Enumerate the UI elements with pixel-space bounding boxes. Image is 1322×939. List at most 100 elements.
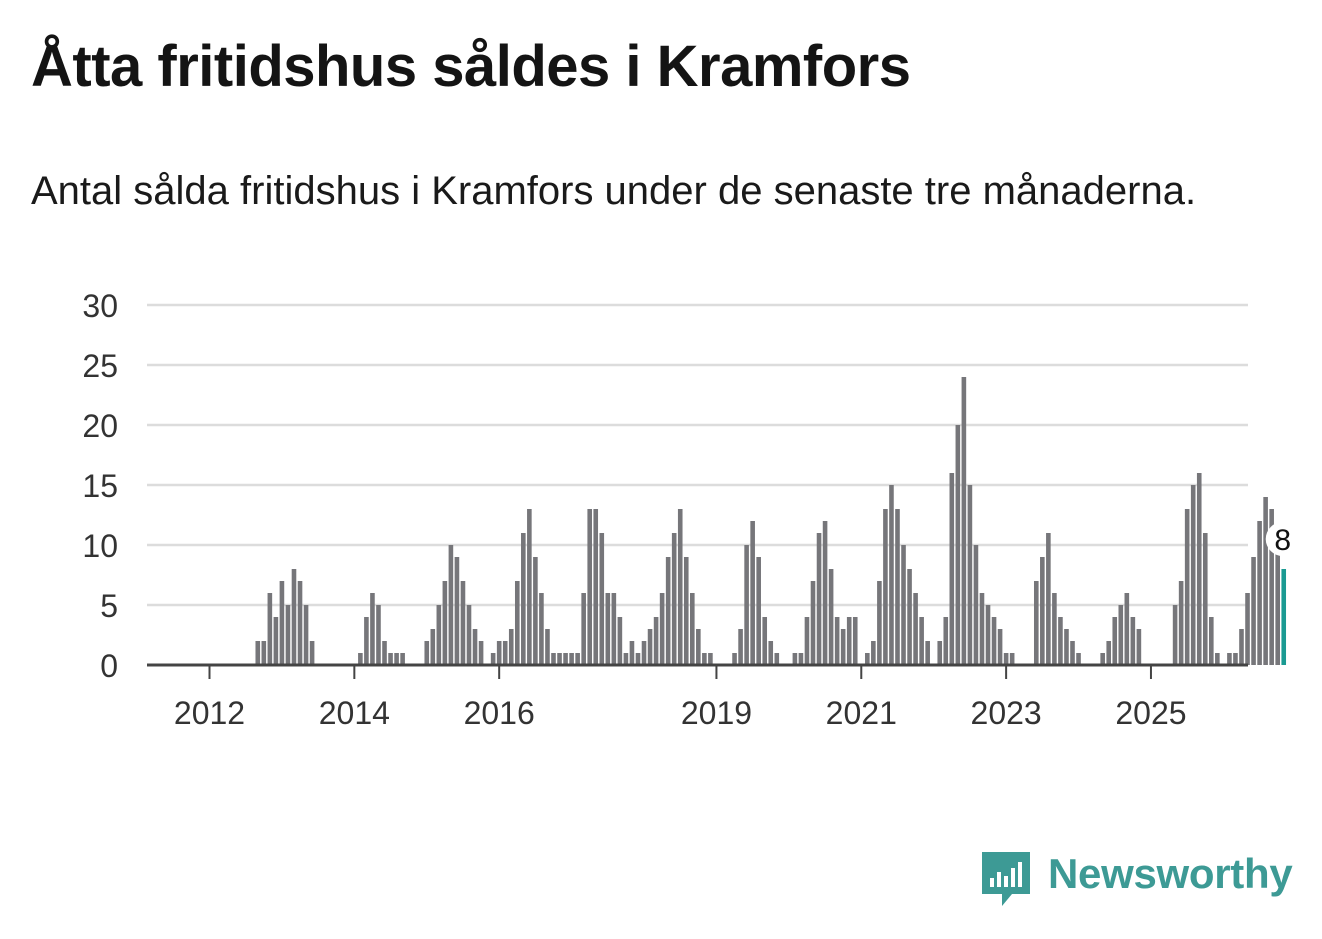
bar [569,653,574,665]
bar [629,641,635,665]
bar [696,629,701,665]
bar [1178,581,1184,665]
bar [744,545,749,665]
bar [388,653,393,665]
bar [261,641,267,665]
bar [756,557,761,665]
bar [677,509,683,665]
annotation-background [1265,522,1300,556]
bar [478,641,484,665]
bar [496,641,502,665]
bar [1040,557,1045,665]
bar [997,629,1003,665]
bar [762,617,768,665]
x-tick-label: 2025 [1115,695,1186,731]
bar [1136,629,1142,665]
bar [991,617,997,665]
bar [1233,653,1238,665]
bar [1202,533,1208,665]
bar [943,617,949,665]
bar [647,629,653,665]
chart-title: Åtta fritidshus såldes i Kramfors [31,34,911,99]
bar [1033,581,1039,665]
x-tick-label: 2014 [319,695,390,731]
bar [587,509,593,665]
bar [508,629,514,665]
bar [599,533,605,665]
bar [708,653,713,665]
y-tick-label: 5 [100,588,118,624]
bar [671,533,677,665]
bar [1196,473,1202,665]
bar [1239,629,1244,665]
y-tick-label: 30 [82,288,118,324]
x-tick-label: 2021 [826,695,897,731]
bar [961,377,967,665]
bar [255,641,261,665]
bar [472,629,478,665]
bar [750,521,755,665]
bar [442,581,448,665]
bar [659,593,665,665]
bar [1190,485,1196,665]
x-tick-label: 2019 [681,695,752,731]
bar [635,653,641,665]
bar [1112,617,1118,665]
bar [539,593,544,665]
bar [623,653,629,665]
bar [852,617,858,665]
bar [683,557,689,665]
bar [871,641,876,665]
bar [792,653,798,665]
bar [1118,605,1124,665]
bar [1227,653,1232,665]
bar [810,581,816,665]
bar [1251,557,1256,665]
bar [430,629,436,665]
bar [1269,509,1274,665]
bar [702,653,707,665]
bar [303,605,309,665]
bar [370,593,375,665]
bar [1209,617,1214,665]
bar [279,581,285,665]
bar-latest [1281,569,1287,665]
bar [967,485,973,665]
bar [913,593,918,665]
bar [1058,617,1063,665]
bar [551,653,556,665]
bar [617,617,623,665]
newsworthy-logo-icon [982,852,1030,906]
bar [979,593,985,665]
bar [738,629,743,665]
bar [834,617,840,665]
bar [732,653,737,665]
bar [358,653,363,665]
bar [490,653,496,665]
chart-subtitle: Antal sålda fritidshus i Kramfors under … [31,169,1197,213]
bar [382,641,387,665]
bar [514,581,520,665]
bar [768,641,774,665]
bar [593,509,599,665]
bar [816,533,822,665]
bar [641,641,647,665]
bar [828,569,834,665]
bar [889,485,894,665]
bar [1130,617,1136,665]
bar [424,641,430,665]
bar [521,533,526,665]
bar [1052,593,1057,665]
bar [605,593,611,665]
bar [364,617,369,665]
bar [1263,497,1268,665]
y-tick-label: 20 [82,408,118,444]
bar [454,557,460,665]
bar [1275,533,1280,665]
bar [955,425,961,665]
bar [394,653,399,665]
bar [285,605,291,665]
x-tick-label: 2023 [971,695,1042,731]
bar [985,605,991,665]
